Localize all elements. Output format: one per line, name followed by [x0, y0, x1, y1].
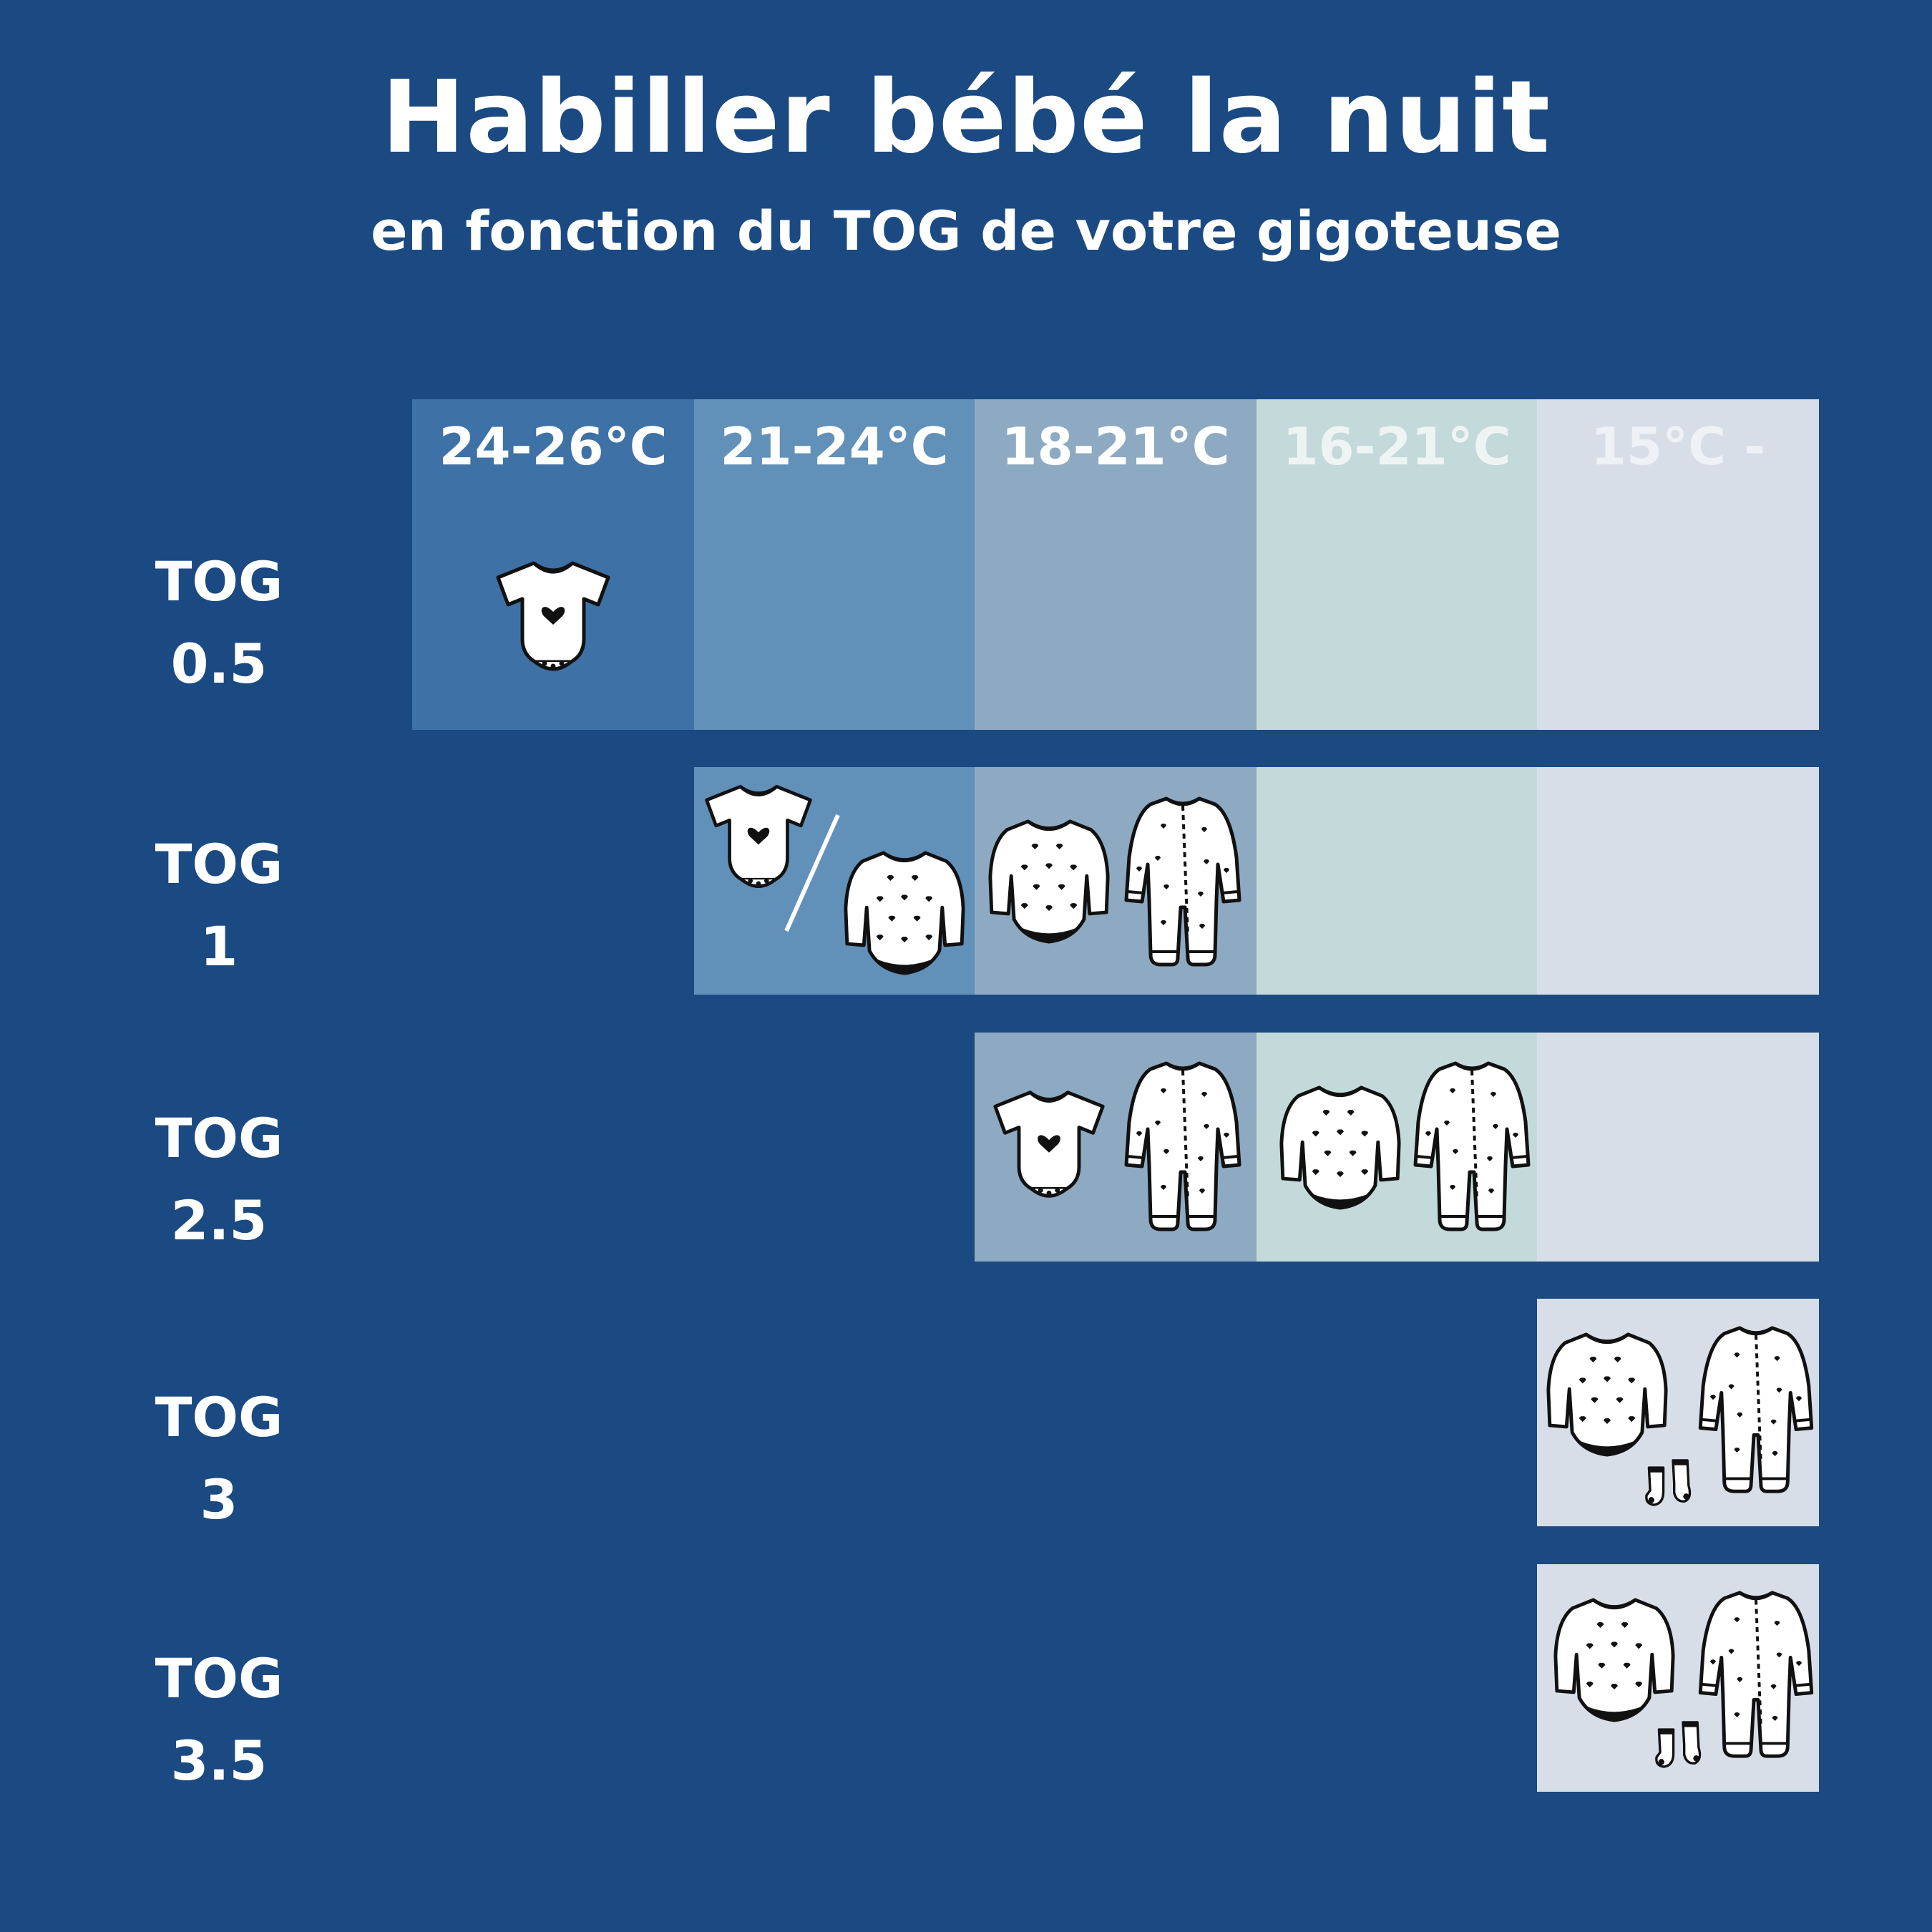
short-sleeve-bodysuit-icon	[990, 1084, 1108, 1203]
cell-tog1-16-21	[1257, 767, 1537, 995]
column-header-15: 15°C -	[1591, 416, 1765, 477]
cell-tog05-15	[1537, 399, 1819, 730]
cell-tog05-16-21	[1257, 399, 1537, 730]
row-label-tog-3: TOG 3	[155, 1385, 283, 1531]
row-label-tog-0-5: TOG 0.5	[155, 550, 283, 696]
footed-pajamas-icon	[1411, 1058, 1533, 1236]
long-sleeve-bodysuit-icon	[1551, 1593, 1677, 1726]
column-header-21-24: 21-24°C	[720, 416, 949, 477]
short-sleeve-bodysuit-icon	[492, 555, 614, 676]
page-subtitle: en fonction du TOG de votre gigoteuse	[371, 199, 1561, 263]
column-header-24-26: 24-26°C	[439, 416, 668, 477]
column-header-16-21: 16-21°C	[1282, 416, 1511, 477]
long-sleeve-bodysuit-icon	[986, 814, 1112, 947]
cell-tog25-15	[1537, 1033, 1819, 1262]
divider-slash-icon	[784, 812, 841, 934]
cell-tog05-21-24	[694, 399, 975, 730]
row-label-tog-2-5: TOG 2.5	[155, 1106, 283, 1252]
cell-tog05-18-21	[975, 399, 1257, 730]
footed-pajamas-icon	[1122, 1058, 1244, 1236]
footed-pajamas-icon	[1122, 793, 1244, 972]
row-label-tog-1: TOG 1	[155, 832, 283, 978]
cell-tog1-15	[1537, 767, 1819, 995]
page-title: Habiller bébé la nuit	[381, 59, 1551, 176]
row-label-tog-3-5: TOG 3.5	[155, 1646, 283, 1792]
column-header-18-21: 18-21°C	[1001, 416, 1230, 477]
socks-icon	[1643, 1455, 1703, 1510]
cell-tog05-24-26	[412, 399, 694, 730]
long-sleeve-bodysuit-icon	[1277, 1080, 1403, 1214]
footed-pajamas-icon	[1696, 1322, 1816, 1498]
long-sleeve-bodysuit-icon	[841, 846, 967, 979]
footed-pajamas-icon	[1696, 1587, 1816, 1763]
long-sleeve-bodysuit-icon	[1544, 1327, 1670, 1460]
